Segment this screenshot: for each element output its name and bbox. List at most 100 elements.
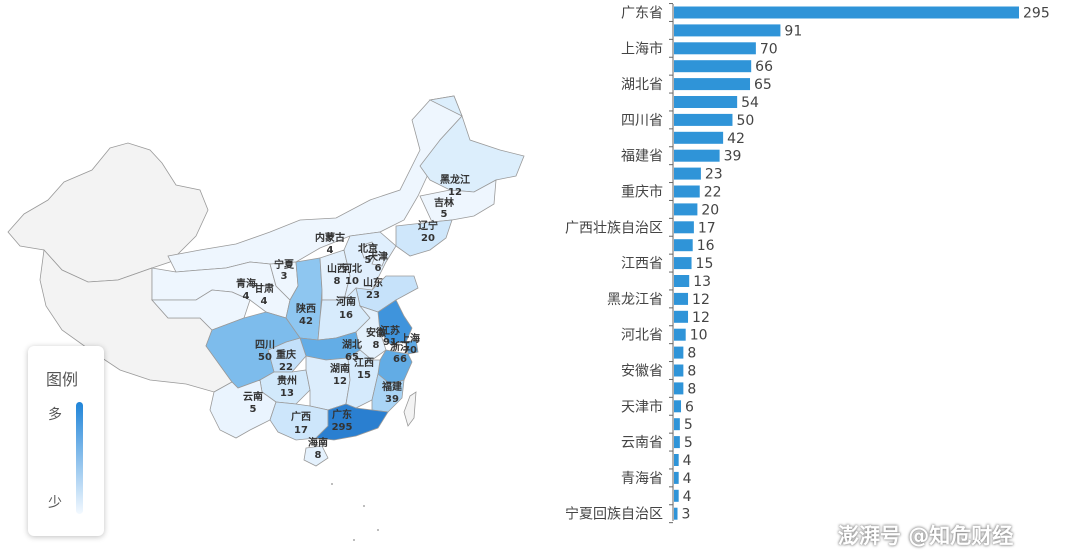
bar-category-label: 湖北省 <box>621 77 663 93</box>
bar-value-label: 4 <box>683 453 692 469</box>
bar-value-label: 17 <box>698 220 716 236</box>
bar-category-label: 宁夏回族自治区 <box>565 506 663 523</box>
map-value-beijing: 5 <box>365 255 372 266</box>
bar-value-label: 10 <box>690 328 708 344</box>
bar-1 <box>674 24 781 37</box>
bar-16 <box>674 292 689 305</box>
bar-25 <box>674 454 679 466</box>
bar-value-label: 65 <box>754 77 772 93</box>
map-label-shanxi: 山西 <box>327 262 347 275</box>
map-label-guangxi: 广西 <box>291 410 311 423</box>
bar-category-label: 广东省 <box>621 6 663 22</box>
bar-value-label: 13 <box>693 274 711 290</box>
legend-title: 图例 <box>46 370 79 389</box>
bar-value-label: 8 <box>687 381 696 397</box>
bar-value-label: 91 <box>784 23 802 39</box>
bar-category-label: 云南省 <box>621 435 663 451</box>
map-value-jiangxi: 15 <box>357 370 371 381</box>
map-label-qinghai: 青海 <box>236 277 256 290</box>
map-value-heilongjiang: 12 <box>448 187 462 198</box>
map-value-sichuan: 50 <box>258 352 272 363</box>
map-value-jilin: 5 <box>441 209 448 220</box>
map-label-beijing: 北京 <box>358 242 378 255</box>
map-value-ningxia: 3 <box>281 271 288 282</box>
bar-7 <box>674 131 724 144</box>
bar-value-label: 23 <box>705 167 723 183</box>
map-value-hebei: 10 <box>345 276 359 287</box>
map-value-hubei: 65 <box>345 352 359 363</box>
china-map: 黑龙江 12 吉林 5 辽宁 20 内蒙古 4 北京 5 天津 6 宁夏 3 山… <box>7 95 525 541</box>
region-qinghai <box>151 289 251 331</box>
bar-19 <box>674 346 684 359</box>
map-value-fujian: 39 <box>385 394 399 405</box>
bar-4 <box>674 78 751 91</box>
map-label-jiangxi: 江西 <box>354 356 374 369</box>
map-value-guangxi: 17 <box>294 425 308 436</box>
map-value-yunnan: 5 <box>250 404 257 415</box>
bar-28 <box>674 507 678 520</box>
map-label-tianjin: 天津 <box>368 250 388 263</box>
map-legend: 图例 多 少 <box>28 346 104 536</box>
bar-10 <box>674 185 700 198</box>
region-hainan <box>303 445 329 467</box>
map-value-guizhou: 13 <box>280 388 294 399</box>
region-guangdong <box>315 403 389 441</box>
map-label-guizhou: 贵州 <box>277 374 297 387</box>
bar-value-label: 12 <box>692 292 710 308</box>
bar-15 <box>674 275 690 287</box>
bar-value-label: 70 <box>760 41 778 57</box>
map-label-liaoning: 辽宁 <box>418 219 438 232</box>
bar-value-label: 15 <box>696 256 714 272</box>
legend-high-label: 多 <box>48 407 62 423</box>
bar-value-label: 8 <box>687 346 696 362</box>
map-value-hainan: 8 <box>315 450 322 461</box>
region-liaoning <box>395 219 453 257</box>
map-label-henan: 河南 <box>336 295 356 308</box>
map-value-chongqing: 22 <box>279 362 293 373</box>
bar-24 <box>674 436 680 449</box>
map-label-sichuan: 四川 <box>255 339 275 351</box>
map-label-heilongjiang: 黑龙江 <box>440 173 470 186</box>
bar-14 <box>674 257 692 270</box>
bar-8 <box>674 149 720 162</box>
bar-12 <box>674 221 694 234</box>
bar-value-label: 39 <box>724 149 742 165</box>
map-label-shanghai: 上海 <box>400 332 420 345</box>
island-dot <box>331 483 333 485</box>
bar-value-label: 4 <box>683 489 692 505</box>
bar-category-label: 重庆市 <box>621 184 663 201</box>
bar-value-label: 66 <box>755 59 773 75</box>
map-label-anhui: 安徽 <box>366 326 387 339</box>
bar-category-label: 广西壮族自治区 <box>565 220 663 236</box>
bar-5 <box>674 96 738 108</box>
bar-2 <box>674 42 756 55</box>
bar-value-label: 8 <box>687 364 696 380</box>
bar-17 <box>674 310 689 323</box>
bar-23 <box>674 418 680 431</box>
bar-category-label: 江西省 <box>621 256 663 272</box>
map-value-shandong: 23 <box>366 290 380 301</box>
map-value-liaoning: 20 <box>421 233 435 244</box>
bar-value-label: 22 <box>704 185 722 201</box>
bar-value-label: 42 <box>727 131 745 147</box>
map-label-jilin: 吉林 <box>434 196 455 209</box>
bar-category-label: 上海市 <box>621 40 663 57</box>
region-tianjin <box>371 253 387 267</box>
bar-value-label: 4 <box>683 471 692 487</box>
map-value-qinghai: 4 <box>243 291 250 302</box>
bar-value-label: 54 <box>741 95 759 111</box>
map-label-fujian: 福建 <box>381 380 403 393</box>
bar-category-label: 四川省 <box>621 113 663 129</box>
map-value-henan: 16 <box>339 310 353 321</box>
bar-value-label: 295 <box>1023 6 1050 22</box>
map-value-tianjin: 6 <box>375 263 382 274</box>
bar-value-label: 12 <box>692 310 710 326</box>
bar-value-label: 5 <box>684 435 693 451</box>
map-value-guangdong: 295 <box>332 422 353 433</box>
region-jiangsu <box>377 299 413 345</box>
map-value-shanxi: 8 <box>334 276 341 287</box>
watermark: 澎湃号 @知危财经 <box>838 524 1014 548</box>
bar-category-label: 安徽省 <box>621 364 663 380</box>
bar-21 <box>674 382 684 395</box>
legend-low-label: 少 <box>48 495 62 511</box>
